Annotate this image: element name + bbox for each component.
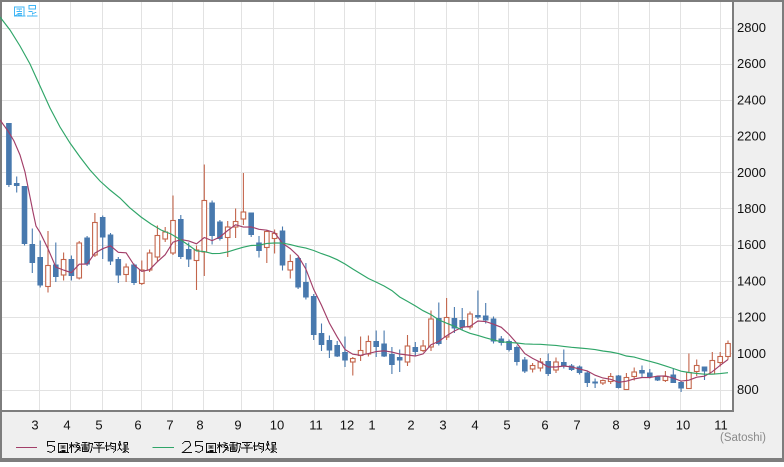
svg-text:8: 8 (196, 418, 203, 433)
svg-text:4: 4 (63, 418, 70, 433)
svg-text:10: 10 (676, 418, 690, 433)
svg-text:2: 2 (407, 418, 414, 433)
svg-text:6: 6 (541, 418, 548, 433)
svg-text:12: 12 (340, 418, 354, 433)
svg-text:2600: 2600 (737, 56, 766, 71)
svg-text:5: 5 (503, 418, 510, 433)
svg-text:8: 8 (612, 418, 619, 433)
svg-text:2200: 2200 (737, 129, 766, 144)
svg-text:1000: 1000 (737, 346, 766, 361)
svg-text:1400: 1400 (737, 273, 766, 288)
svg-text:2400: 2400 (737, 92, 766, 107)
svg-text:800: 800 (737, 382, 759, 397)
svg-text:7: 7 (573, 418, 580, 433)
svg-text:1800: 1800 (737, 201, 766, 216)
svg-text:1600: 1600 (737, 237, 766, 252)
svg-text:2000: 2000 (737, 165, 766, 180)
svg-text:1: 1 (368, 418, 375, 433)
svg-text:10: 10 (270, 418, 284, 433)
svg-text:5: 5 (95, 418, 102, 433)
svg-text:3: 3 (439, 418, 446, 433)
svg-text:11: 11 (309, 418, 323, 433)
svg-text:7: 7 (166, 418, 173, 433)
svg-text:3: 3 (31, 418, 38, 433)
svg-text:11: 11 (714, 418, 728, 433)
svg-text:1200: 1200 (737, 310, 766, 325)
svg-text:9: 9 (643, 418, 650, 433)
svg-text:(Satoshi): (Satoshi) (720, 432, 766, 444)
svg-text:9: 9 (234, 418, 241, 433)
svg-text:2800: 2800 (737, 20, 766, 35)
svg-text:4: 4 (471, 418, 478, 433)
svg-text:6: 6 (134, 418, 141, 433)
